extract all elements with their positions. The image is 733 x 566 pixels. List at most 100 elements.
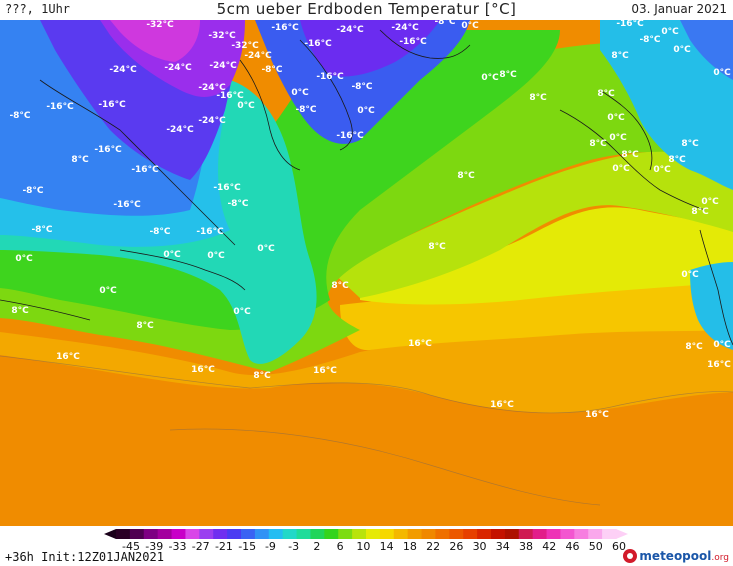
color-scale-tick: 6 [336, 540, 344, 553]
temperature-label: -32°C [208, 31, 236, 41]
map-title: 5cm ueber Erdboden Temperatur [°C] [216, 0, 517, 18]
meteopool-logo[interactable]: meteopool.org [623, 546, 729, 566]
temperature-label: -16°C [196, 227, 224, 237]
color-scale-band [435, 529, 450, 539]
temperature-label: -8°C [149, 227, 170, 237]
temperature-label: 0°C [481, 73, 499, 83]
temperature-label: 8°C [685, 342, 703, 352]
temperature-label: 8°C [331, 281, 349, 291]
temperature-label: -8°C [261, 65, 282, 75]
temperature-label: 8°C [457, 171, 475, 181]
color-scale-band [199, 529, 214, 539]
temperature-label: -16°C [216, 91, 244, 101]
temperature-label: -16°C [399, 37, 427, 47]
color-scale-band [407, 529, 423, 539]
color-scale-tick: 22 [426, 540, 441, 553]
color-scale-tick: -39 [145, 540, 164, 553]
temperature-label: -16°C [131, 165, 159, 175]
temperature-label: -24°C [209, 61, 237, 71]
color-scale-tick: -9 [264, 540, 276, 553]
field-yellow [360, 207, 733, 305]
temperature-label: 0°C [99, 286, 117, 296]
temperature-label: -8°C [434, 20, 455, 27]
color-scale-band [116, 529, 131, 539]
temperature-label: -8°C [31, 225, 52, 235]
temperature-label: -16°C [336, 131, 364, 141]
color-scale-band [268, 529, 284, 539]
color-scale-tick: 60 [612, 540, 626, 553]
temperature-map: -32°C-32°C-32°C-24°C-16°C-16°C-24°C -24°C… [0, 20, 733, 526]
contours [0, 355, 733, 506]
temperature-label: -16°C [46, 102, 74, 112]
color-scale-tick: 18 [402, 540, 417, 553]
temperature-label: 0°C [461, 21, 479, 31]
color-scale-tick: -27 [191, 540, 210, 553]
color-scale-band [532, 529, 548, 539]
color-scale-tick: 10 [356, 540, 371, 553]
temperature-label: 0°C [713, 340, 731, 350]
color-scale-band [463, 529, 478, 539]
color-scale-band [338, 529, 353, 539]
temperature-label: -24°C [198, 116, 226, 126]
temperature-label: -8°C [639, 35, 660, 45]
color-scale-band [352, 529, 367, 539]
temperature-label: -24°C [198, 83, 226, 93]
temperature-label: 0°C [237, 101, 255, 111]
color-scale-tick: -45 [122, 540, 140, 553]
temperature-label: 0°C [607, 113, 625, 123]
temperature-labels: -32°C-32°C-32°C-24°C-16°C-16°C-24°C -24°C… [9, 20, 731, 420]
field-east-blue [680, 20, 733, 80]
temperature-label: -24°C [336, 25, 364, 35]
color-scale-right-arrow [616, 529, 628, 539]
color-scale-band [227, 529, 242, 539]
color-scale-tick: 2 [313, 540, 321, 553]
color-scale-band [504, 529, 520, 539]
color-scale-band [574, 529, 589, 539]
temperature-label: 8°C [597, 89, 615, 99]
temperature-label: 8°C [621, 150, 639, 160]
temperature-label: 16°C [191, 365, 215, 375]
temperature-label: -16°C [304, 39, 332, 49]
init-label: +36h Init:12Z01JAN2021 [5, 550, 164, 564]
temperature-label: 16°C [56, 352, 80, 362]
temperature-label: -32°C [146, 20, 174, 30]
temperature-label: -8°C [22, 186, 43, 196]
temperature-label: 0°C [357, 106, 375, 116]
temperature-label: 8°C [691, 207, 709, 217]
temperature-label: -16°C [98, 100, 126, 110]
coastlines [0, 29, 733, 346]
temperature-label: 0°C [701, 197, 719, 207]
color-scale-left-arrow [104, 529, 116, 539]
temperature-label: 16°C [408, 339, 432, 349]
logo-tld: .org [711, 553, 729, 563]
color-scale-band [560, 529, 575, 539]
temperature-label: 16°C [490, 400, 514, 410]
temperature-label: -16°C [271, 23, 299, 33]
temperature-label: 0°C [673, 45, 691, 55]
temperature-label: -8°C [295, 105, 316, 115]
color-scale-band [588, 529, 603, 539]
color-scale-band [185, 529, 200, 539]
temperature-label: -24°C [244, 51, 272, 61]
color-scale-bands [116, 529, 617, 539]
field-east-cyan [600, 20, 733, 190]
color-scale-ticks: -45 -39 -33 -27 -21 -15 -9 -3 2 6 10 14 18 22 26 30 34 38… [0, 540, 733, 554]
color-scale-band [310, 529, 325, 539]
color-scale-band [518, 529, 534, 539]
field-yellow-green [330, 150, 733, 298]
temperature-label: -8°C [227, 199, 248, 209]
color-scale-tick: -33 [168, 540, 187, 553]
temperature-label: -16°C [113, 200, 141, 210]
color-scale-tick: 34 [495, 540, 510, 553]
run-label: ???, 1Uhr [5, 2, 71, 16]
color-scale-band [324, 529, 339, 539]
temperature-label: -24°C [391, 23, 419, 33]
temperature-label: 8°C [529, 93, 547, 103]
color-scale-tick: 38 [519, 540, 534, 553]
color-scale-band [143, 529, 159, 539]
color-scale-band [602, 529, 617, 539]
temperature-label: 8°C [253, 371, 271, 381]
temperature-label: 0°C [609, 133, 627, 143]
color-scale-tick: 14 [379, 540, 394, 553]
